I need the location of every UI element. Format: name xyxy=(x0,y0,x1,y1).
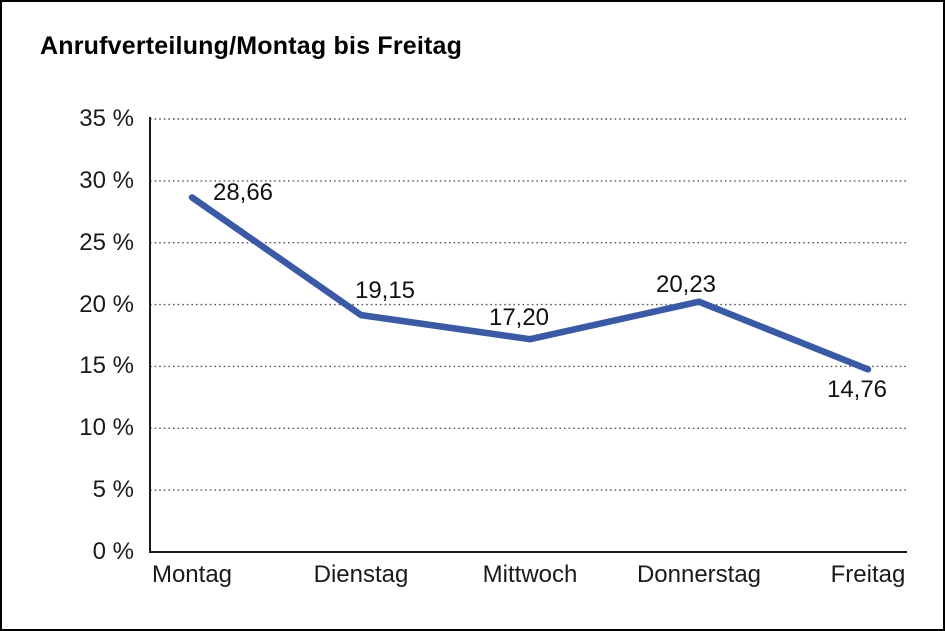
y-tick-label: 0 % xyxy=(92,538,134,565)
point-value-label: 28,66 xyxy=(212,179,274,207)
x-category-label: Dienstag xyxy=(313,561,409,588)
chart-title: Anrufverteilung/Montag bis Freitag xyxy=(40,32,463,60)
y-tick-label: 35 % xyxy=(79,105,134,132)
x-category-label: Montag xyxy=(151,561,233,588)
x-category-label: Freitag xyxy=(830,561,906,588)
data-series-line xyxy=(188,194,872,373)
y-tick-label: 15 % xyxy=(79,352,134,380)
y-tick-label: 5 % xyxy=(92,476,134,504)
y-tick-label: 30 % xyxy=(79,166,134,194)
point-value-label: 17,20 xyxy=(488,304,550,332)
x-category-label: Mittwoch xyxy=(482,561,578,588)
point-value-label: 20,23 xyxy=(655,270,717,298)
y-tick-label: 25 % xyxy=(79,228,134,256)
x-category-label: Donnerstag xyxy=(636,561,762,588)
point-value-label: 14,76 xyxy=(826,376,888,404)
y-tick-label: 20 % xyxy=(79,290,134,318)
y-tick-label: 10 % xyxy=(79,414,134,442)
point-value-label: 19,15 xyxy=(354,277,416,305)
